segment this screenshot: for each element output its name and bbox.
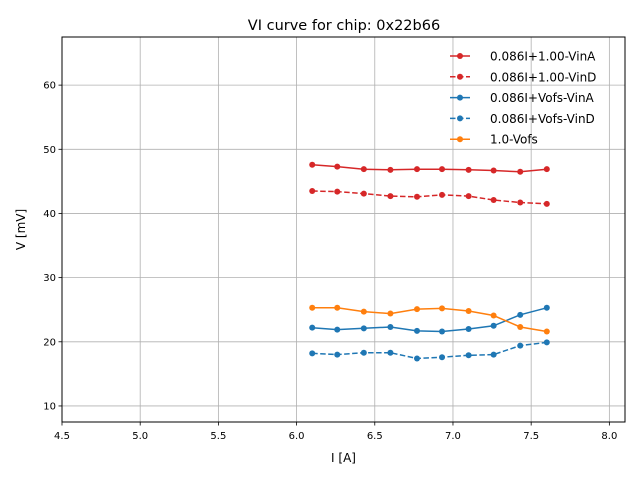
series-point	[334, 351, 341, 358]
legend-marker	[457, 73, 463, 80]
x-tick-label: 7.0	[445, 431, 461, 442]
series-point	[517, 324, 524, 331]
series-point	[387, 349, 394, 356]
y-tick-label: 20	[43, 337, 56, 348]
series-point	[334, 163, 341, 170]
series-point	[465, 166, 472, 173]
series-point	[490, 351, 497, 358]
series-point	[543, 328, 550, 335]
y-tick-label: 10	[43, 401, 56, 412]
series-line	[312, 307, 547, 333]
series-point	[334, 188, 341, 195]
series-point	[490, 312, 497, 319]
series-point	[517, 342, 524, 349]
chart-title: VI curve for chip: 0x22b66	[248, 18, 440, 34]
series-point	[309, 304, 316, 311]
axis-ticks: 4.5 5.0 5.5 6.0 6.5 7.0 7.5 8.0 10 20 30 40 50 60	[43, 81, 617, 442]
series-point	[309, 161, 316, 168]
series-point	[465, 352, 472, 359]
series-point	[543, 200, 550, 207]
x-tick-label: 5.5	[210, 431, 226, 442]
series-line	[312, 163, 547, 173]
series-point	[439, 166, 446, 173]
series-point	[414, 306, 421, 313]
series-point	[334, 326, 341, 333]
series-point	[360, 190, 367, 197]
series-point	[543, 166, 550, 173]
series-layer	[309, 161, 550, 362]
x-tick-label: 8.0	[601, 431, 617, 442]
series-point	[387, 193, 394, 200]
x-tick-label: 6.0	[289, 431, 305, 442]
series-point	[387, 166, 394, 173]
y-tick-label: 60	[43, 81, 56, 92]
series-point	[309, 188, 316, 194]
legend-marker	[457, 136, 463, 143]
y-tick-label: 50	[43, 145, 56, 156]
series-point	[543, 339, 550, 346]
legend-label: 0.086I+1.00-VinD	[490, 70, 596, 84]
legend-marker	[457, 53, 463, 59]
series-point	[465, 325, 472, 332]
series-point	[360, 325, 367, 332]
series-point	[387, 324, 394, 331]
x-tick-label: 6.5	[367, 431, 383, 442]
grid	[61, 37, 625, 422]
x-tick-label: 4.5	[54, 431, 70, 442]
series-point	[334, 304, 341, 311]
plot-frame	[61, 36, 626, 423]
series-point	[309, 350, 316, 357]
series-point	[465, 193, 472, 200]
y-tick-label: 30	[43, 273, 56, 284]
series-point	[517, 199, 524, 206]
series-point	[490, 322, 497, 329]
series-point	[490, 196, 497, 203]
series-point	[517, 168, 524, 175]
series-point	[309, 324, 316, 331]
series-point	[360, 308, 367, 315]
y-tick-label: 40	[43, 209, 56, 220]
series-line	[312, 190, 547, 205]
series-point	[543, 304, 550, 311]
legend-marker	[457, 94, 463, 101]
legend-label: 1.0-Vofs	[490, 133, 538, 147]
series-point	[439, 305, 446, 312]
series-point	[517, 311, 524, 318]
series-point	[414, 166, 421, 173]
series-point	[414, 355, 421, 362]
legend-label: 0.086I+1.00-VinA	[490, 50, 596, 64]
y-axis-label: V [mV]	[14, 209, 28, 250]
series-point	[439, 354, 446, 361]
series-point	[387, 310, 394, 317]
series-point	[465, 307, 472, 314]
series-point	[414, 327, 421, 334]
series-point	[490, 167, 497, 174]
legend-label: 0.086I+Vofs-VinD	[490, 112, 595, 126]
legend-marker	[457, 115, 463, 122]
series-line	[312, 341, 547, 360]
legend: 0.086I+1.00-VinA 0.086I+1.00-VinD 0.086I+V…	[450, 50, 596, 147]
x-axis-label: I [A]	[331, 451, 356, 465]
series-point	[360, 349, 367, 356]
series-point	[439, 191, 446, 198]
series-point	[439, 328, 446, 335]
series-line	[312, 307, 547, 333]
x-tick-label: 7.5	[523, 431, 539, 442]
x-tick-label: 5.0	[132, 431, 148, 442]
series-point	[414, 193, 421, 200]
legend-label: 0.086I+Vofs-VinA	[490, 91, 595, 105]
series-point	[360, 166, 367, 173]
